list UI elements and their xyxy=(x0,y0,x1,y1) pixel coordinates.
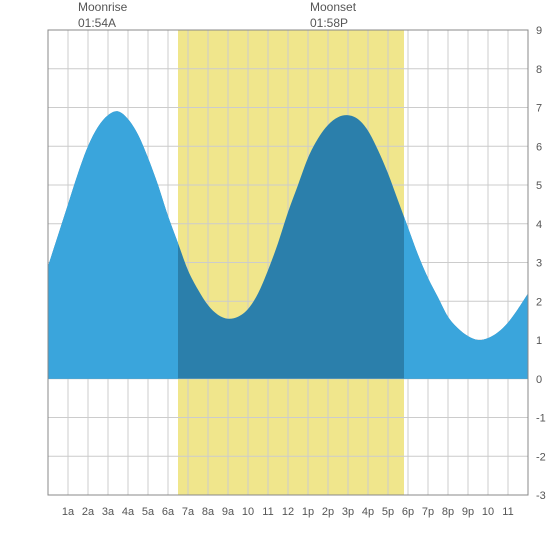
svg-text:5a: 5a xyxy=(142,506,155,518)
moonset-time: 01:58P xyxy=(310,16,356,32)
svg-text:7a: 7a xyxy=(182,506,195,518)
svg-text:2: 2 xyxy=(536,296,542,308)
svg-text:7: 7 xyxy=(536,103,542,115)
svg-text:-2: -2 xyxy=(536,451,546,463)
svg-text:9a: 9a xyxy=(222,506,235,518)
svg-text:9: 9 xyxy=(536,25,542,37)
tide-chart: Moonrise 01:54A Moonset 01:58P -3-2-1012… xyxy=(0,0,550,550)
svg-text:2p: 2p xyxy=(322,506,334,518)
svg-text:4p: 4p xyxy=(362,506,374,518)
chart-svg: -3-2-101234567891a2a3a4a5a6a7a8a9a101112… xyxy=(0,0,550,550)
svg-text:8p: 8p xyxy=(442,506,454,518)
svg-text:3p: 3p xyxy=(342,506,354,518)
svg-text:-1: -1 xyxy=(536,413,546,425)
svg-text:-3: -3 xyxy=(536,490,546,502)
svg-text:6a: 6a xyxy=(162,506,175,518)
moonrise-label: Moonrise xyxy=(78,0,127,16)
svg-text:1: 1 xyxy=(536,335,542,347)
moonset-header: Moonset 01:58P xyxy=(310,0,356,31)
svg-text:12: 12 xyxy=(282,506,294,518)
svg-text:9p: 9p xyxy=(462,506,474,518)
svg-text:6: 6 xyxy=(536,141,542,153)
svg-text:11: 11 xyxy=(502,506,513,518)
svg-text:3a: 3a xyxy=(102,506,115,518)
svg-text:8a: 8a xyxy=(202,506,215,518)
svg-text:1a: 1a xyxy=(62,506,75,518)
svg-text:5p: 5p xyxy=(382,506,394,518)
svg-text:2a: 2a xyxy=(82,506,95,518)
svg-text:8: 8 xyxy=(536,64,542,76)
moonrise-time: 01:54A xyxy=(78,16,127,32)
svg-text:4: 4 xyxy=(536,219,542,231)
svg-text:10: 10 xyxy=(242,506,254,518)
svg-text:11: 11 xyxy=(262,506,273,518)
svg-text:1p: 1p xyxy=(302,506,314,518)
moonrise-header: Moonrise 01:54A xyxy=(78,0,127,31)
moonset-label: Moonset xyxy=(310,0,356,16)
svg-text:5: 5 xyxy=(536,180,542,192)
svg-text:6p: 6p xyxy=(402,506,414,518)
svg-text:0: 0 xyxy=(536,374,542,386)
svg-text:10: 10 xyxy=(482,506,494,518)
svg-text:3: 3 xyxy=(536,258,542,270)
svg-text:7p: 7p xyxy=(422,506,434,518)
svg-text:4a: 4a xyxy=(122,506,135,518)
